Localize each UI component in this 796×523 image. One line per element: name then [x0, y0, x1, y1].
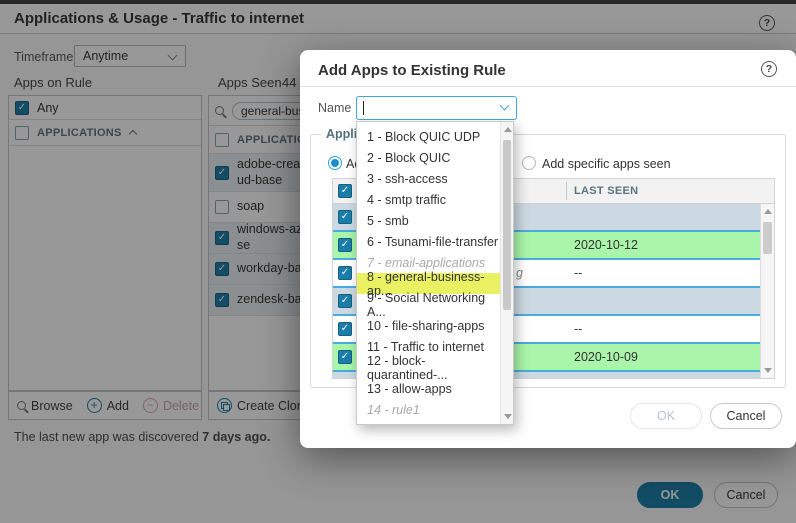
last-seen-value: 2020-10-12 [574, 238, 638, 252]
dropdown-item[interactable]: 10 - file-sharing-apps [367, 318, 485, 333]
scrollbar-thumb[interactable] [503, 140, 511, 310]
row-checkbox[interactable]: ✓ [338, 378, 352, 379]
scroll-down-icon[interactable] [503, 414, 512, 419]
row-checkbox[interactable]: ✓ [338, 322, 352, 336]
applications-column-header: APPLICATIONS [37, 126, 122, 139]
dropdown-item[interactable]: 6 - Tsunami-file-transfer [367, 234, 499, 249]
last-seen-value: 2020-10-09 [574, 350, 638, 364]
text-cursor [363, 101, 364, 115]
select-all-checkbox[interactable]: ✓ [15, 125, 29, 140]
status-text: The last new app was discovered [14, 430, 203, 444]
table-row[interactable]: ✓ -- [333, 316, 774, 344]
modal-select-all-checkbox[interactable]: ✓ [338, 184, 352, 198]
rule-dropdown-list: 1 - Block QUIC UDP 2 - Block QUIC 3 - ss… [356, 121, 514, 425]
scrollbar-thumb[interactable] [763, 222, 772, 254]
apps-on-rule-panel: ✓ Any ✓ APPLICATIONS [8, 95, 202, 391]
dropdown-item[interactable]: 11 - Traffic to internet [367, 339, 484, 354]
dropdown-item[interactable]: 2 - Block QUIC [367, 150, 451, 165]
help-icon[interactable]: ? [759, 15, 775, 31]
delete-icon: − [142, 398, 158, 413]
modal-title: Add Apps to Existing Rule [318, 62, 506, 79]
row-checkbox[interactable]: ✓ [338, 266, 352, 280]
last-seen-value: -- [574, 322, 583, 336]
app-name: soap [237, 199, 265, 214]
last-seen-value: -- [574, 266, 583, 280]
add-all-apps-radio[interactable] [328, 156, 342, 170]
add-specific-apps-radio[interactable] [522, 156, 536, 170]
scroll-up-icon[interactable] [764, 209, 772, 214]
row-checkbox[interactable]: ✓ [215, 293, 229, 307]
dropdown-item[interactable]: 14 - rule1 [367, 402, 420, 417]
add-label: Add [106, 398, 129, 413]
modal-divider [300, 86, 796, 87]
browse-button[interactable]: Browse [17, 399, 73, 413]
dropdown-item[interactable]: 5 - smb [367, 213, 409, 228]
timeframe-label: Timeframe [14, 50, 74, 64]
search-icon [215, 106, 224, 115]
last-app-status: The last new app was discovered 7 days a… [14, 430, 270, 444]
applications-header-row[interactable]: ✓ APPLICATIONS [9, 120, 201, 146]
any-row[interactable]: ✓ Any [9, 96, 201, 120]
app-name: zendesk-base [237, 292, 315, 307]
add-specific-apps-label: Add specific apps seen [542, 157, 671, 171]
apps-seen-heading: Apps Seen [218, 75, 282, 90]
row-checkbox[interactable]: ✓ [338, 350, 352, 364]
add-button[interactable]: + Add [86, 398, 129, 413]
any-checkbox[interactable]: ✓ [15, 100, 29, 115]
table-row[interactable]: ✓ [333, 372, 774, 379]
dropdown-item[interactable]: 4 - smtp traffic [367, 192, 446, 207]
timeframe-value: Anytime [83, 49, 129, 63]
app-name: workday-base [237, 261, 315, 276]
delete-label: Delete [162, 398, 200, 413]
scroll-up-icon[interactable] [503, 127, 512, 132]
row-checkbox[interactable]: ✓ [215, 262, 229, 276]
name-label: Name [318, 101, 352, 115]
row-checkbox[interactable]: ✓ [215, 200, 229, 214]
scroll-down-icon[interactable] [764, 368, 772, 373]
apps-on-rule-toolbar: Browse + Add − Delete [8, 391, 202, 420]
apps-on-rule-heading: Apps on Rule [14, 75, 93, 90]
table-row[interactable]: ✓ g -- [333, 260, 774, 288]
row-checkbox[interactable]: ✓ [215, 231, 229, 245]
modal-cancel-button[interactable]: Cancel [710, 403, 782, 429]
modal-ok-button[interactable]: OK [630, 403, 702, 429]
delete-button[interactable]: − Delete [142, 398, 200, 413]
last-seen-column-header: LAST SEEN [574, 185, 639, 197]
dropdown-item[interactable]: 13 - allow-apps [367, 381, 452, 396]
table-scrollbar[interactable] [760, 204, 774, 378]
page-ok-button[interactable]: OK [637, 482, 703, 508]
dropdown-item[interactable]: 7 - email-applications [367, 255, 486, 270]
row-checkbox[interactable]: ✓ [215, 165, 229, 180]
row-checkbox[interactable]: ✓ [338, 210, 352, 224]
dropdown-scrollbar[interactable] [500, 122, 513, 424]
app-name-fragment: g [516, 266, 523, 280]
browse-icon [17, 401, 26, 410]
page-title: Applications & Usage - Traffic to intern… [14, 10, 305, 27]
status-days: 7 days ago. [202, 430, 271, 444]
application-column-header: APPLICATION [237, 133, 315, 146]
any-label: Any [37, 100, 59, 115]
dropdown-item-highlighted[interactable]: 8 - general-business-ap... [357, 270, 502, 298]
add-icon: + [86, 398, 102, 413]
apps-seen-count: 44 [282, 75, 297, 90]
row-checkbox[interactable]: ✓ [338, 294, 352, 308]
page-cancel-button[interactable]: Cancel [714, 482, 778, 508]
dropdown-item[interactable]: 3 - ssh-access [367, 171, 448, 186]
row-checkbox[interactable]: ✓ [338, 238, 352, 252]
page-header: Applications & Usage - Traffic to intern… [0, 4, 796, 34]
clone-icon [217, 398, 232, 413]
top-dark-strip [0, 0, 796, 4]
timeframe-select[interactable]: Anytime [74, 45, 186, 67]
rule-name-combobox[interactable] [356, 96, 517, 120]
chevron-down-icon[interactable] [499, 100, 510, 111]
dropdown-item[interactable]: 9 - Social Networking A... [367, 290, 486, 319]
apps-seen-select-all-checkbox[interactable]: ✓ [215, 132, 229, 147]
dropdown-item[interactable]: 1 - Block QUIC UDP [367, 129, 481, 144]
column-divider [566, 182, 567, 200]
help-icon[interactable]: ? [761, 61, 777, 77]
browse-label: Browse [31, 398, 73, 413]
dropdown-item[interactable]: 12 - block-quarantined-... [367, 353, 448, 382]
